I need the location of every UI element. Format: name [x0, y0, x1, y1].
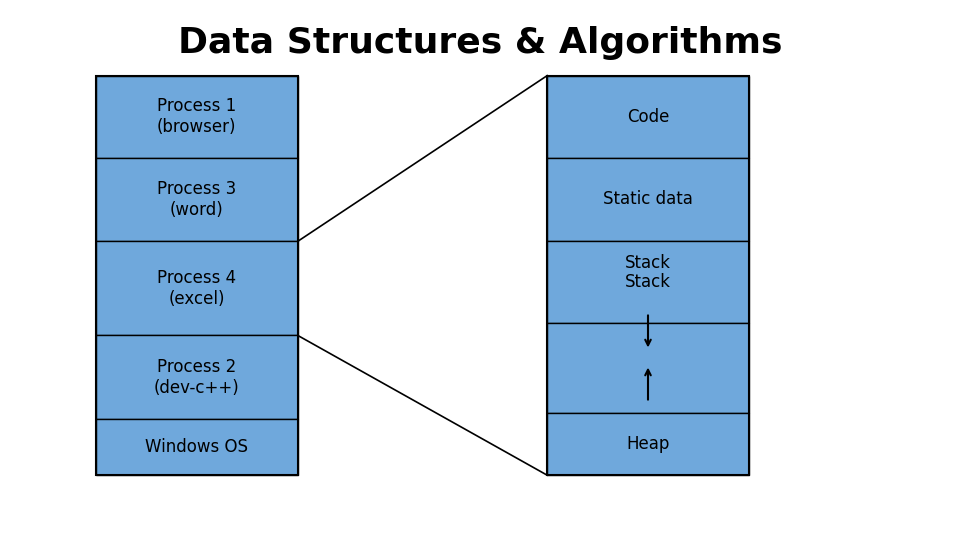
- Bar: [547, 76, 749, 475]
- Text: Process 2
(dev-c++): Process 2 (dev-c++): [154, 358, 240, 397]
- Text: Process 3
(word): Process 3 (word): [157, 180, 236, 219]
- Text: Data Structures & Algorithms: Data Structures & Algorithms: [178, 26, 782, 60]
- Bar: [547, 76, 749, 158]
- Text: Static data: Static data: [603, 191, 693, 208]
- Bar: [547, 241, 749, 323]
- Text: Code: Code: [627, 107, 669, 126]
- Text: Process 4
(excel): Process 4 (excel): [157, 269, 236, 308]
- Bar: [96, 335, 298, 419]
- Bar: [96, 419, 298, 475]
- Bar: [96, 241, 298, 335]
- Text: Stack: Stack: [625, 254, 671, 273]
- Text: Windows OS: Windows OS: [145, 438, 249, 456]
- Bar: [547, 323, 749, 413]
- Text: Stack: Stack: [625, 273, 671, 292]
- Text: Process 1
(browser): Process 1 (browser): [157, 97, 236, 136]
- Bar: [96, 76, 298, 158]
- Bar: [547, 158, 749, 241]
- Bar: [547, 413, 749, 475]
- Bar: [96, 158, 298, 241]
- Bar: [96, 76, 298, 475]
- Text: Heap: Heap: [626, 435, 670, 453]
